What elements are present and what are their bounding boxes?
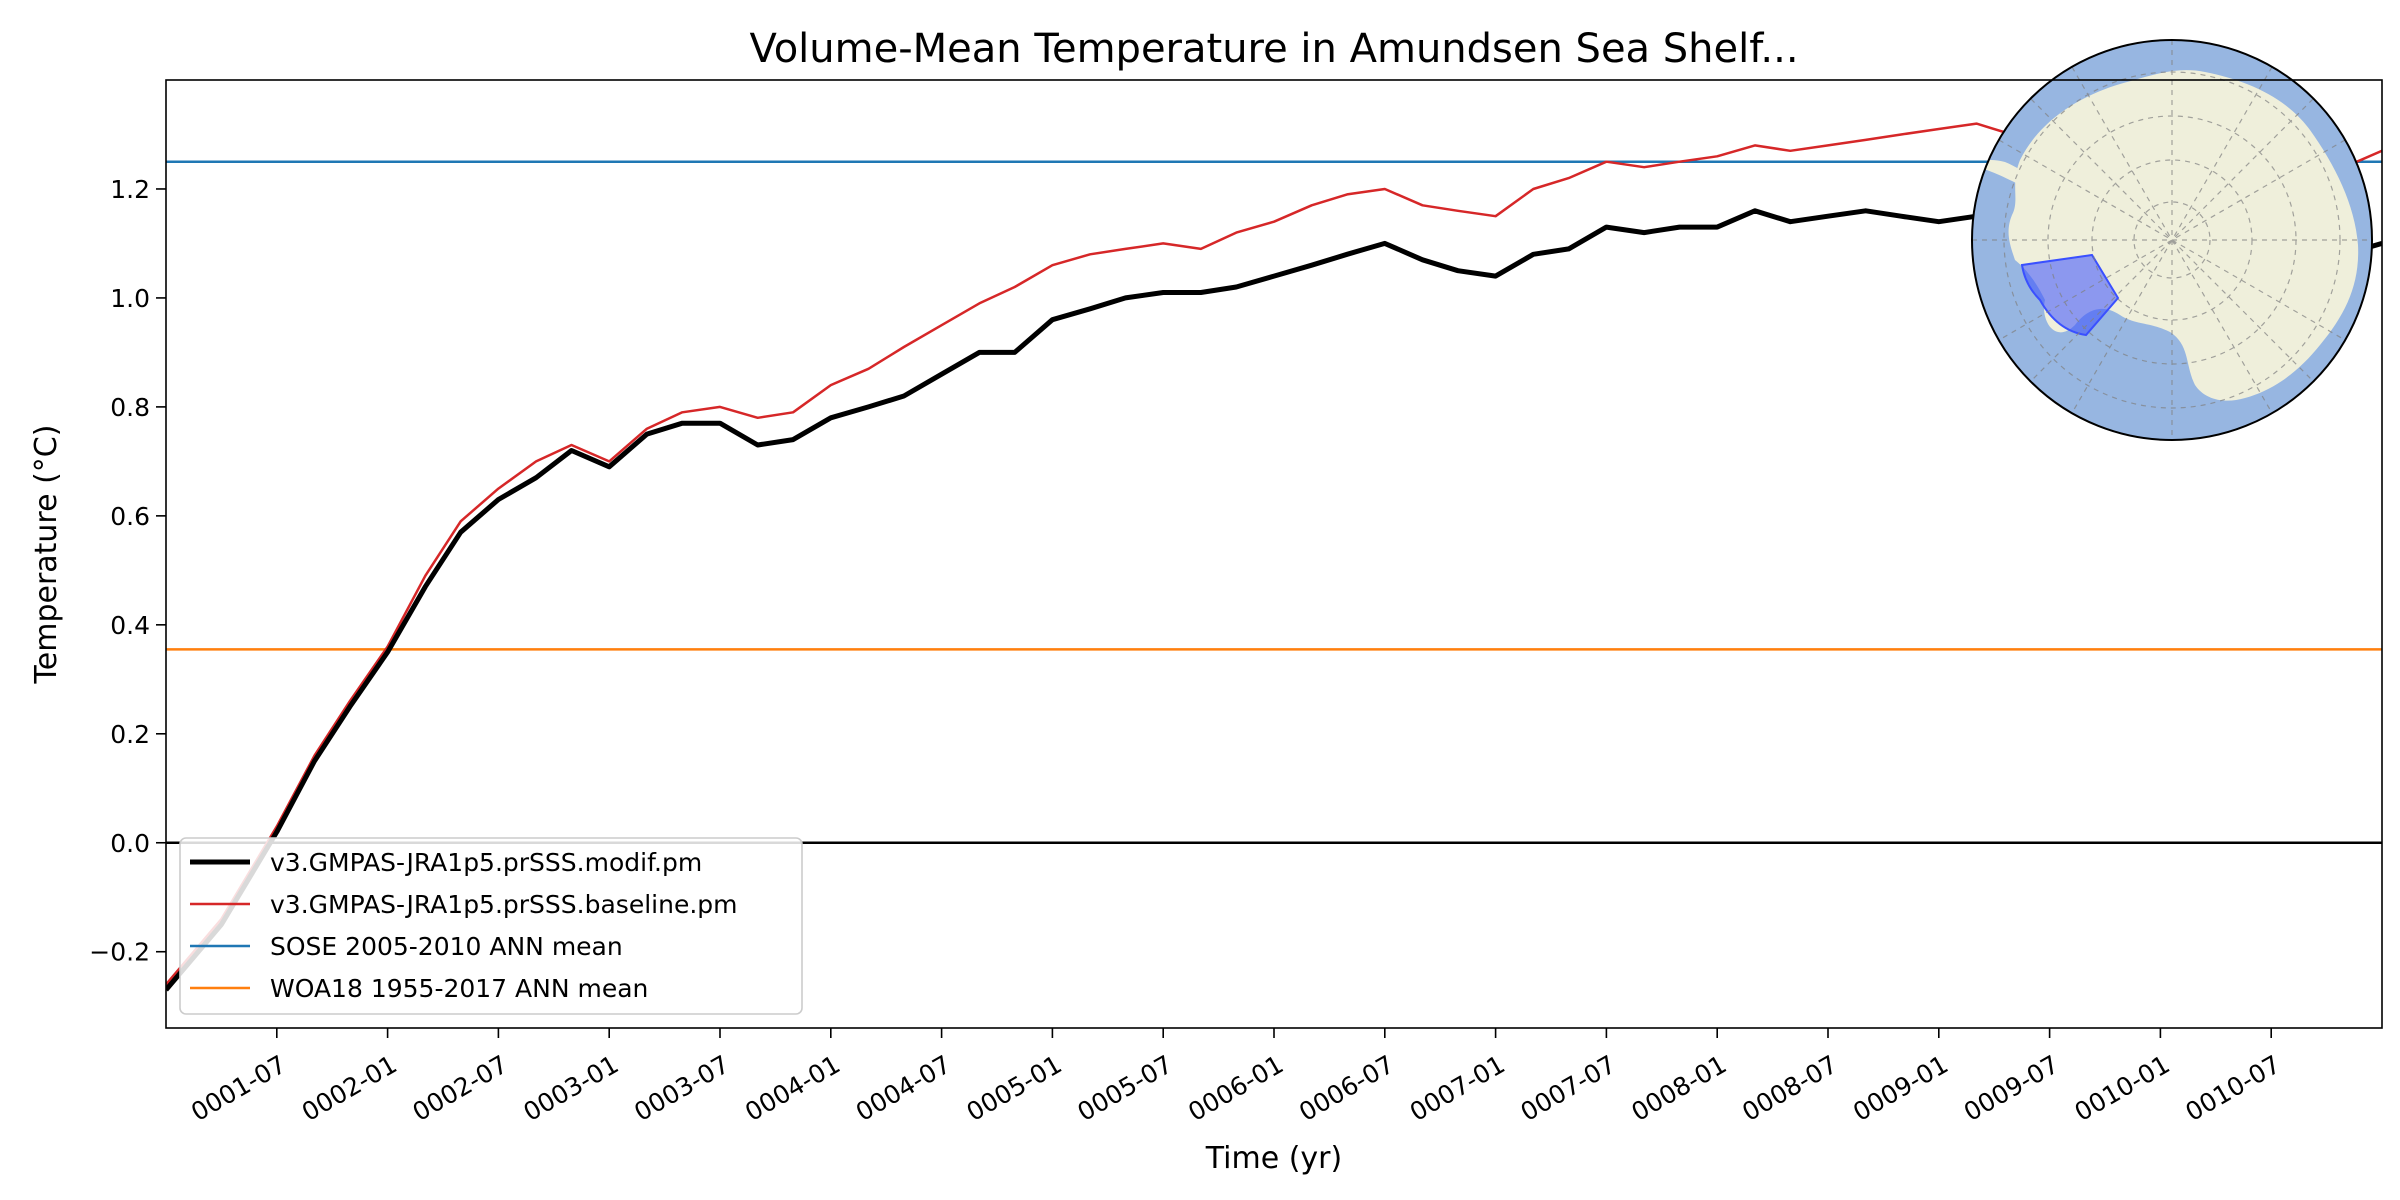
- x-tick-label: 0010-01: [2070, 1050, 2175, 1127]
- x-axis: 0001-07 0002-01 0002-07 0003-01 0003-07 0004-…: [186, 1028, 2285, 1127]
- y-tick-label: −0.2: [89, 938, 150, 967]
- y-axis-label: Temperature (°C): [29, 425, 64, 685]
- inset-map: [1971, 39, 2373, 441]
- x-tick-label: 0004-07: [851, 1050, 956, 1127]
- legend-label-sose: SOSE 2005-2010 ANN mean: [270, 932, 623, 961]
- x-tick-label: 0002-01: [297, 1050, 402, 1127]
- x-tick-label: 0005-07: [1072, 1050, 1177, 1127]
- inset-border: [1971, 39, 2373, 441]
- legend-label-woa: WOA18 1955-2017 ANN mean: [270, 974, 648, 1003]
- x-tick-label: 0006-07: [1294, 1050, 1399, 1127]
- x-tick-label: 0003-01: [518, 1050, 623, 1127]
- x-tick-label: 0006-01: [1183, 1050, 1288, 1127]
- x-tick-label: 0002-07: [408, 1050, 513, 1127]
- y-tick-label: 1.0: [110, 284, 150, 313]
- x-tick-label: 0004-01: [740, 1050, 845, 1127]
- inset-graticule: [1972, 40, 2372, 440]
- legend-box: [179, 837, 803, 1015]
- y-tick-label: 0.6: [110, 502, 150, 531]
- x-tick-label: 0001-07: [186, 1050, 291, 1127]
- x-tick-label: 0009-07: [1959, 1050, 2064, 1127]
- inset-peninsula: [1979, 160, 2040, 190]
- x-tick-label: 0007-07: [1516, 1050, 1621, 1127]
- inset-region-highlight: [2020, 253, 2120, 337]
- x-tick-label: 0005-01: [962, 1050, 1067, 1127]
- x-axis-label: Time (yr): [1205, 1141, 1342, 1176]
- y-axis: −0.2 0.0 0.2 0.4 0.6 0.8 1.0 1.2: [89, 175, 166, 967]
- x-tick-label: 0008-07: [1737, 1050, 1842, 1127]
- legend-label-baseline: v3.GMPAS-JRA1p5.prSSS.baseline.pm: [270, 890, 738, 919]
- x-tick-label: 0007-01: [1405, 1050, 1510, 1127]
- legend: v3.GMPAS-JRA1p5.prSSS.modif.pm v3.GMPAS-…: [179, 837, 803, 1015]
- y-tick-label: 1.2: [110, 175, 150, 204]
- legend-label-modif: v3.GMPAS-JRA1p5.prSSS.modif.pm: [270, 848, 702, 877]
- x-tick-label: 0008-01: [1626, 1050, 1731, 1127]
- x-tick-label: 0003-07: [629, 1050, 734, 1127]
- x-tick-label: 0009-01: [1848, 1050, 1953, 1127]
- y-tick-label: 0.0: [110, 829, 150, 858]
- chart-title: Volume-Mean Temperature in Amundsen Sea …: [749, 26, 1798, 72]
- y-tick-label: 0.2: [110, 720, 150, 749]
- inset-antarctica-land: [2008, 70, 2359, 401]
- y-tick-label: 0.4: [110, 611, 150, 640]
- x-tick-label: 0010-07: [2180, 1050, 2285, 1127]
- y-tick-label: 0.8: [110, 393, 150, 422]
